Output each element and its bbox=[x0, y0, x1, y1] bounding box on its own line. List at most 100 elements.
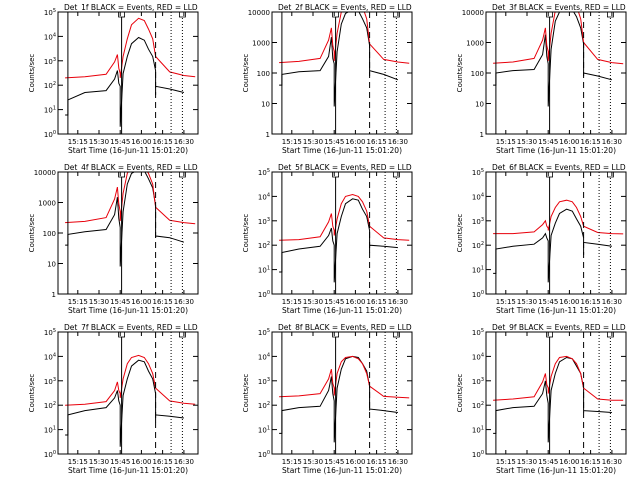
box-marker bbox=[118, 171, 125, 178]
y-tick-label: 105 bbox=[258, 168, 270, 177]
y-axis-label: Counts/sec bbox=[456, 374, 464, 413]
y-tick-label: 10 bbox=[261, 101, 270, 109]
y-axis-label: Counts/sec bbox=[456, 214, 464, 253]
panel-title: Det_7f BLACK = Events, RED = LLD bbox=[64, 323, 198, 332]
x-tick-label: 16:30 bbox=[388, 138, 408, 146]
box-marker bbox=[178, 331, 186, 338]
axes-frame bbox=[57, 331, 199, 455]
panel-title: Det_2f BLACK = Events, RED = LLD bbox=[278, 3, 412, 12]
axes-frame bbox=[271, 331, 413, 455]
panel-9: 15:15 15:30 15:45 16:00 16:15 16:30 100 101 102 1… bbox=[456, 323, 627, 475]
box-marker bbox=[332, 331, 340, 338]
y-tick-label: 100 bbox=[471, 70, 484, 78]
y-tick-label: 104 bbox=[472, 192, 484, 201]
y-tick-label: 101 bbox=[44, 426, 56, 435]
x-tick-label: 16:30 bbox=[388, 298, 408, 306]
y-tick-label: 102 bbox=[472, 241, 484, 250]
y-tick-label: 105 bbox=[44, 8, 56, 17]
x-tick-label: 16:15 bbox=[367, 138, 387, 146]
panel-3: 15:15 15:30 15:45 16:00 16:15 16:30 1 10 100 1000… bbox=[456, 3, 627, 155]
x-tick-label: 15:30 bbox=[517, 138, 537, 146]
panel-1: 15:15 15:30 15:45 16:00 16:15 16:30 100 101 102 1… bbox=[28, 3, 199, 155]
x-tick-label: 15:30 bbox=[303, 138, 323, 146]
y-tick-label: 100 bbox=[472, 290, 484, 299]
x-tick-label: 15:15 bbox=[282, 298, 302, 306]
x-tick-label: 16:15 bbox=[153, 458, 173, 466]
y-tick-label: 105 bbox=[44, 328, 56, 337]
x-tick-label: 15:45 bbox=[538, 138, 558, 146]
x-tick-label: 15:45 bbox=[110, 298, 130, 306]
y-tick-label: 102 bbox=[258, 241, 270, 250]
panel-7: 15:15 15:30 15:45 16:00 16:15 16:30 100 101 102 1… bbox=[28, 323, 199, 475]
y-tick-label: 100 bbox=[44, 130, 56, 139]
x-tick-label: 15:45 bbox=[324, 138, 344, 146]
x-tick-label: 16:15 bbox=[581, 138, 601, 146]
y-tick-label: 104 bbox=[472, 352, 484, 361]
series-group bbox=[493, 199, 624, 283]
x-tick-label: 16:30 bbox=[602, 138, 622, 146]
x-tick-label: 16:00 bbox=[559, 458, 579, 466]
series-group bbox=[493, 355, 624, 443]
y-tick-label: 10000 bbox=[248, 9, 270, 17]
x-tick-label: 15:15 bbox=[496, 298, 516, 306]
series-lld bbox=[493, 355, 624, 401]
y-tick-label: 104 bbox=[44, 32, 56, 41]
x-tick-label: 16:00 bbox=[345, 138, 365, 146]
y-tick-label: 103 bbox=[258, 377, 270, 386]
axes-frame bbox=[485, 171, 627, 295]
x-tick-label: 15:45 bbox=[110, 458, 130, 466]
y-tick-label: 104 bbox=[258, 352, 270, 361]
series-events bbox=[279, 12, 399, 107]
y-tick-label: 1000 bbox=[252, 40, 270, 48]
x-tick-label: 15:15 bbox=[68, 138, 88, 146]
x-tick-label: 15:30 bbox=[303, 458, 323, 466]
x-tick-label: 16:30 bbox=[174, 298, 194, 306]
y-tick-label: 105 bbox=[472, 328, 484, 337]
x-tick-label: 15:30 bbox=[517, 298, 537, 306]
x-tick-label: 16:00 bbox=[345, 458, 365, 466]
y-tick-label: 1 bbox=[480, 131, 484, 139]
x-tick-label: 15:45 bbox=[324, 298, 344, 306]
box-marker bbox=[607, 11, 614, 18]
y-tick-label: 105 bbox=[472, 168, 484, 177]
x-tick-label: 15:30 bbox=[89, 298, 109, 306]
axes-frame bbox=[485, 11, 627, 135]
panel-4: 15:15 15:30 15:45 16:00 16:15 16:30 1 10 100 1000… bbox=[28, 163, 199, 315]
y-axis-label: Counts/sec bbox=[28, 214, 36, 253]
x-tick-label: 16:30 bbox=[602, 458, 622, 466]
x-tick-label: 15:30 bbox=[89, 138, 109, 146]
y-tick-label: 100 bbox=[257, 70, 270, 78]
y-tick-label: 101 bbox=[258, 266, 270, 275]
panel-title: Det_6f BLACK = Events, RED = LLD bbox=[492, 163, 626, 172]
y-tick-label: 102 bbox=[44, 81, 56, 90]
y-tick-label: 102 bbox=[472, 401, 484, 410]
series-group bbox=[65, 17, 196, 127]
series-group bbox=[279, 193, 410, 283]
x-tick-label: 15:30 bbox=[303, 298, 323, 306]
y-tick-label: 10 bbox=[475, 101, 484, 109]
x-axis-label: Start Time (16-Jun-11 15:01:20) bbox=[68, 466, 188, 475]
axes-frame bbox=[271, 171, 413, 295]
panel-5: 15:15 15:30 15:45 16:00 16:15 16:30 100 101 102 1… bbox=[242, 163, 413, 315]
box-marker bbox=[392, 11, 400, 18]
panel-title: Det_4f BLACK = Events, RED = LLD bbox=[64, 163, 198, 172]
x-tick-label: 16:00 bbox=[345, 298, 365, 306]
box-marker bbox=[332, 171, 340, 178]
series-lld bbox=[65, 354, 196, 406]
panel-title: Det_1f BLACK = Events, RED = LLD bbox=[64, 3, 198, 12]
series-group bbox=[493, 12, 624, 107]
y-tick-label: 100 bbox=[43, 230, 56, 238]
x-tick-label: 16:00 bbox=[131, 298, 151, 306]
series-group bbox=[279, 12, 410, 107]
x-tick-label: 15:15 bbox=[496, 138, 516, 146]
x-tick-label: 15:45 bbox=[538, 298, 558, 306]
series-events bbox=[493, 356, 612, 443]
series-events bbox=[493, 208, 612, 283]
x-tick-label: 15:45 bbox=[110, 138, 130, 146]
series-events bbox=[65, 172, 185, 267]
x-tick-label: 16:15 bbox=[153, 138, 173, 146]
y-tick-label: 10000 bbox=[462, 9, 484, 17]
box-marker bbox=[546, 331, 553, 338]
y-axis-label: Counts/sec bbox=[242, 214, 250, 253]
